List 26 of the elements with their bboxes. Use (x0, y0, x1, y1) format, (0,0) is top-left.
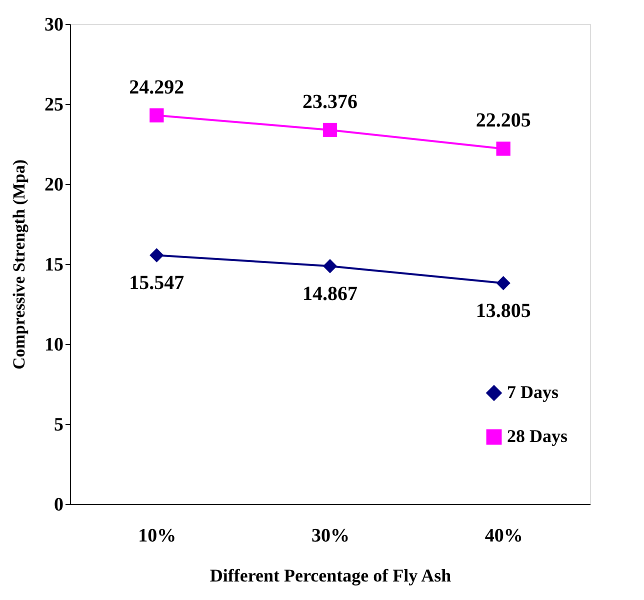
y-tick-label: 20 (44, 174, 64, 196)
point (322, 259, 338, 274)
point (496, 142, 510, 156)
y-axis-title: Compressive Strength (Mpa) (10, 160, 28, 370)
legend-label: 7 Days (507, 382, 559, 402)
point (322, 122, 338, 138)
data-label: 13.805 (476, 300, 531, 322)
data-label: 24.292 (129, 76, 184, 98)
y-tick-label: 30 (44, 14, 64, 36)
y-tick-label: 25 (44, 94, 64, 116)
data-label: 23.376 (302, 90, 358, 113)
x-tick-label: 10% (138, 526, 176, 546)
x-axis-title: Different Percentage of Fly Ash (210, 566, 452, 586)
data-label: 14.867 (302, 283, 358, 306)
y-tick-label: 10 (44, 334, 64, 356)
y-tick-label: 15 (44, 254, 64, 276)
y-tick-label: 0 (54, 494, 64, 516)
data-label: 15.547 (129, 272, 184, 294)
y-tick-label: 5 (54, 414, 64, 436)
x-tick-label: 40% (484, 526, 523, 546)
data-label: 22.205 (476, 110, 531, 132)
point (150, 248, 164, 262)
point (150, 108, 164, 122)
point (496, 276, 510, 290)
x-tick-label: 30% (312, 526, 350, 546)
legend-label: 28 Days (507, 426, 568, 446)
